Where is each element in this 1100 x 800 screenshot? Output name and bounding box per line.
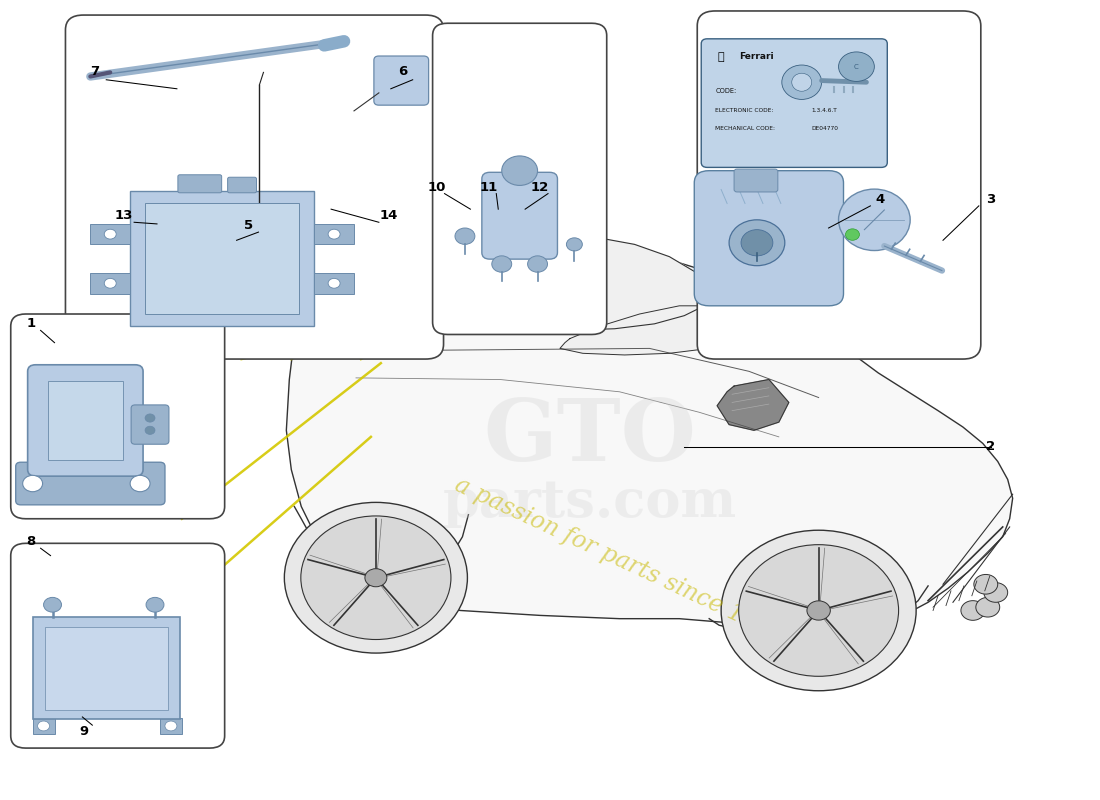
Text: 3: 3 — [986, 193, 996, 206]
FancyBboxPatch shape — [45, 627, 168, 710]
FancyBboxPatch shape — [11, 314, 224, 518]
Polygon shape — [286, 240, 1013, 630]
FancyBboxPatch shape — [33, 718, 55, 734]
FancyBboxPatch shape — [130, 191, 315, 326]
Polygon shape — [717, 379, 789, 430]
Text: Ferrari: Ferrari — [739, 52, 773, 61]
Text: CODE:: CODE: — [715, 88, 736, 94]
FancyBboxPatch shape — [33, 617, 180, 719]
FancyBboxPatch shape — [315, 273, 354, 294]
Text: MECHANICAL CODE:: MECHANICAL CODE: — [715, 126, 775, 130]
Circle shape — [739, 545, 899, 676]
Text: 6: 6 — [398, 65, 407, 78]
Polygon shape — [560, 306, 754, 355]
FancyBboxPatch shape — [47, 381, 123, 460]
Ellipse shape — [792, 74, 812, 91]
Circle shape — [983, 582, 1008, 602]
FancyBboxPatch shape — [482, 172, 558, 259]
Circle shape — [328, 230, 340, 239]
Circle shape — [284, 502, 468, 653]
Circle shape — [455, 228, 475, 244]
Text: 7: 7 — [90, 65, 99, 78]
Circle shape — [23, 475, 43, 492]
Text: C: C — [854, 64, 859, 70]
Text: 14: 14 — [379, 210, 398, 222]
Circle shape — [300, 516, 451, 639]
Text: 5: 5 — [244, 219, 253, 232]
FancyBboxPatch shape — [11, 543, 224, 748]
FancyBboxPatch shape — [90, 224, 130, 244]
Text: 4: 4 — [876, 193, 884, 206]
Circle shape — [365, 569, 387, 586]
FancyBboxPatch shape — [178, 174, 222, 193]
Text: a passion for parts since 1885: a passion for parts since 1885 — [451, 473, 788, 646]
Circle shape — [974, 574, 998, 594]
Circle shape — [37, 721, 50, 731]
FancyBboxPatch shape — [697, 11, 981, 359]
FancyBboxPatch shape — [90, 273, 130, 294]
Circle shape — [44, 598, 62, 612]
FancyBboxPatch shape — [694, 170, 844, 306]
Circle shape — [130, 475, 150, 492]
Circle shape — [566, 238, 582, 251]
Text: DE04770: DE04770 — [812, 126, 838, 130]
Circle shape — [104, 278, 117, 288]
FancyBboxPatch shape — [131, 405, 169, 444]
Circle shape — [528, 256, 548, 272]
Circle shape — [807, 601, 830, 620]
Circle shape — [145, 414, 155, 422]
FancyBboxPatch shape — [374, 56, 429, 105]
Text: 13: 13 — [116, 210, 133, 222]
Text: 12: 12 — [531, 181, 549, 194]
FancyBboxPatch shape — [734, 169, 778, 192]
Text: 🐴: 🐴 — [717, 52, 724, 62]
FancyBboxPatch shape — [28, 365, 143, 476]
Circle shape — [846, 229, 859, 240]
Circle shape — [729, 220, 784, 266]
Circle shape — [146, 598, 164, 612]
FancyBboxPatch shape — [432, 23, 607, 334]
FancyBboxPatch shape — [15, 462, 165, 505]
FancyBboxPatch shape — [66, 15, 443, 359]
Polygon shape — [337, 294, 361, 309]
Circle shape — [838, 52, 875, 82]
Circle shape — [492, 256, 512, 272]
FancyBboxPatch shape — [160, 718, 182, 734]
Text: 11: 11 — [480, 181, 497, 194]
Circle shape — [976, 598, 1000, 617]
Text: ELECTRONIC CODE:: ELECTRONIC CODE: — [715, 108, 773, 113]
Circle shape — [145, 426, 155, 434]
Ellipse shape — [782, 65, 822, 99]
FancyBboxPatch shape — [228, 178, 256, 193]
Text: 1: 1 — [26, 318, 35, 330]
Text: 1.3.4.6.T: 1.3.4.6.T — [812, 108, 837, 113]
FancyBboxPatch shape — [701, 39, 888, 167]
Polygon shape — [337, 234, 710, 332]
Circle shape — [961, 601, 984, 620]
Circle shape — [722, 530, 916, 690]
Text: 10: 10 — [428, 181, 446, 194]
Text: 8: 8 — [26, 535, 35, 548]
Circle shape — [502, 156, 538, 186]
Ellipse shape — [838, 189, 910, 250]
FancyBboxPatch shape — [145, 203, 299, 314]
Circle shape — [328, 278, 340, 288]
Circle shape — [165, 721, 177, 731]
Text: 2: 2 — [987, 440, 996, 453]
Text: GTO: GTO — [483, 395, 696, 479]
Circle shape — [104, 230, 117, 239]
FancyBboxPatch shape — [315, 224, 354, 244]
Circle shape — [741, 230, 773, 256]
Text: 9: 9 — [80, 726, 89, 738]
Text: parts.com: parts.com — [442, 477, 737, 528]
